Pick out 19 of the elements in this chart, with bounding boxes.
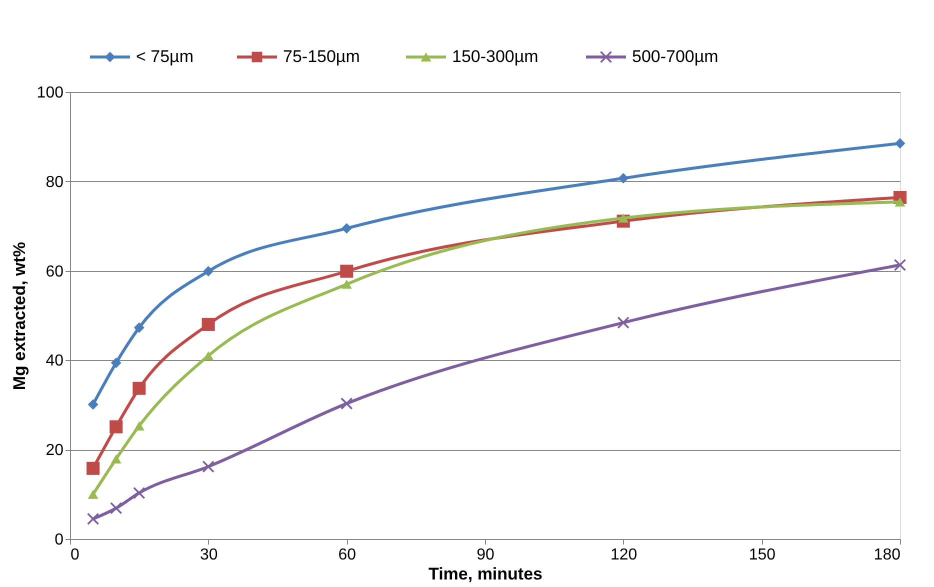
legend-label: 75-150µm	[283, 47, 360, 66]
y-tick-label: 80	[46, 174, 64, 191]
x-tick-label: 180	[874, 546, 901, 564]
x-tick-label: 30	[200, 546, 218, 564]
legend-label: 150-300µm	[452, 47, 538, 66]
x-tick-label: 60	[338, 546, 356, 564]
y-tick-label: 0	[54, 532, 64, 548]
legend-label: 500-700µm	[632, 47, 718, 66]
legend-label: < 75µm	[136, 47, 194, 66]
x-tick-label: 150	[748, 546, 776, 564]
y-tick-label: 40	[46, 352, 64, 370]
x-tick-label: 120	[610, 546, 638, 564]
x-tick-label: 90	[476, 546, 494, 564]
y-tick-label: 60	[46, 263, 64, 280]
y-tick-label: 100	[36, 84, 64, 102]
x-tick-label: 0	[70, 546, 80, 564]
y-axis-title: Mg extracted, wt%	[10, 242, 29, 390]
y-tick-label: 20	[46, 442, 64, 460]
x-axis-title: Time, minutes	[428, 564, 542, 584]
